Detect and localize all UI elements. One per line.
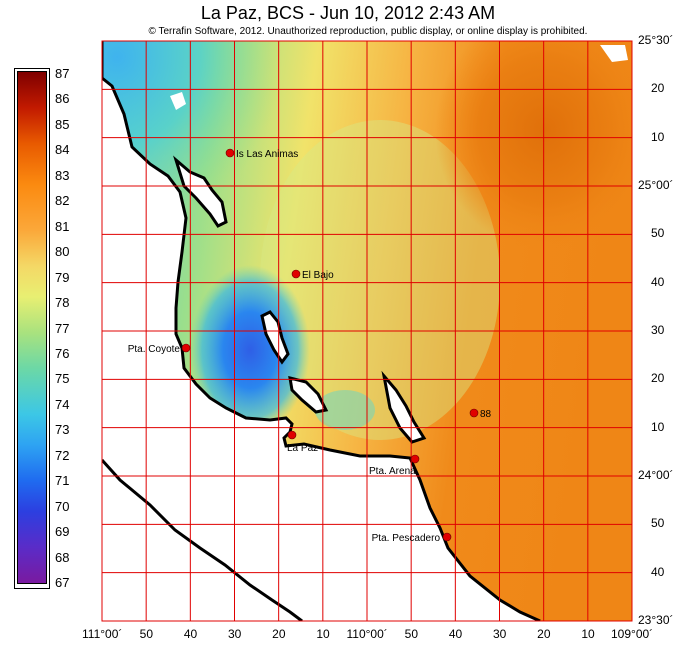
legend-tick-label: 77	[55, 320, 70, 336]
map-plot-area	[102, 41, 632, 621]
latitude-label: 25°30´	[638, 33, 674, 47]
legend-tick-label: 78	[55, 295, 70, 311]
longitude-label: 20	[537, 627, 551, 641]
longitude-label: 10	[316, 627, 330, 641]
longitude-label: 111°00´	[82, 627, 123, 641]
legend-tick-label: 70	[55, 498, 70, 514]
legend-tick-label: 72	[55, 447, 70, 463]
latitude-label: 30	[651, 323, 665, 337]
legend-tick-label: 87	[55, 66, 70, 81]
latitude-label: 25°00´	[638, 178, 674, 192]
isla-cerralvo	[381, 370, 427, 444]
legend-tick-label: 67	[55, 575, 70, 590]
isla-san-jose	[173, 155, 228, 228]
label-el-bajo: El Bajo	[302, 270, 334, 281]
marker-88[interactable]: 88	[469, 408, 492, 420]
legend-tick-label: 68	[55, 549, 70, 565]
gulf-coastline	[102, 41, 541, 621]
map-title: La Paz, BCS - Jun 10, 2012 2:43 AM	[200, 3, 496, 23]
cloud-mask	[170, 92, 186, 110]
legend-tick-label: 86	[55, 91, 70, 107]
longitude-label: 50	[139, 627, 154, 641]
marker-la-paz[interactable]: La Paz	[287, 430, 318, 454]
legend-tick-label: 71	[55, 473, 70, 489]
latitude-label: 24°00´	[638, 468, 674, 482]
legend-tick-label: 82	[55, 193, 70, 209]
longitude-label: 40	[448, 627, 463, 641]
longitude-label: 30	[493, 627, 507, 641]
longitude-label: 109°00´	[611, 627, 654, 641]
longitude-label: 30	[228, 627, 242, 641]
latitude-label: 23°30´	[638, 613, 674, 627]
legend-tick-label: 79	[55, 269, 70, 285]
latitude-label: 20	[651, 371, 665, 386]
longitude-label: 10	[581, 627, 595, 641]
pacific-coastline	[102, 458, 303, 621]
latitude-label: 40	[651, 564, 665, 579]
label-pta-pescadero: Pta. Pescadero	[372, 533, 441, 544]
warm-water	[435, 41, 632, 250]
latitude-label: 10	[651, 129, 665, 144]
legend-tick-label: 84	[55, 142, 70, 158]
copyright-notice: © Terrafin Software, 2012. Unauthorized …	[148, 26, 588, 37]
marker-pta-pescadero[interactable]: Pta. Pescadero	[372, 532, 452, 544]
longitude-label: 20	[272, 627, 286, 641]
cloud-mask-ne	[600, 45, 628, 62]
marker-pta-arena[interactable]: Pta. Arena	[369, 454, 420, 477]
temperature-legend	[14, 68, 50, 589]
coastal-water	[315, 390, 375, 430]
mid-water	[260, 120, 500, 440]
latitude-label: 10	[651, 419, 665, 434]
bay-cold-water	[190, 265, 310, 435]
longitude-label: 50	[404, 627, 419, 641]
el-mogote	[288, 375, 329, 414]
legend-tick-label: 83	[55, 167, 70, 183]
label-pta-coyote: Pta. Coyote	[128, 344, 181, 355]
legend-tick-label: 73	[55, 422, 70, 438]
legend-tick-label: 74	[55, 396, 70, 412]
legend-color-bar	[17, 71, 47, 584]
latitude-label: 20	[651, 81, 665, 96]
legend-tick-label: 69	[55, 524, 70, 540]
latitude-label: 50	[651, 226, 665, 241]
label-pta-arena: Pta. Arena	[369, 466, 416, 477]
legend-tick-label: 75	[55, 371, 70, 387]
latitude-label: 50	[651, 516, 665, 531]
isla-espiritu-santo	[260, 310, 290, 365]
legend-tick-label: 80	[55, 244, 70, 260]
marker-el-bajo[interactable]: El Bajo	[291, 269, 334, 281]
legend-tick-label: 85	[55, 116, 70, 132]
longitude-label: 110°00´	[346, 627, 388, 641]
legend-tick-label: 76	[55, 345, 70, 361]
marker-pta-coyote[interactable]: Pta. Coyote	[128, 343, 191, 355]
marker-is-las-animas[interactable]: Is Las Animas	[225, 148, 298, 160]
latitude-label: 40	[651, 274, 665, 289]
legend-tick-label: 81	[55, 218, 70, 234]
label-is-las-animas: Is Las Animas	[236, 149, 298, 160]
label-la-paz: La Paz	[287, 443, 318, 454]
map-border	[101, 40, 633, 622]
place-markers: Is Las Animas El Bajo Pta. Coyote 88 La …	[128, 148, 492, 544]
longitude-label: 40	[183, 627, 198, 641]
label-88: 88	[480, 409, 492, 420]
